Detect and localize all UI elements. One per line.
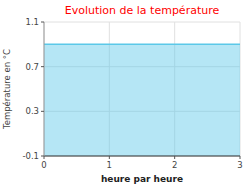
y-tick-label: 1.1 [25, 17, 39, 27]
x-tick [240, 156, 241, 159]
y-axis-label: Température en °C [2, 49, 12, 130]
line [44, 44, 240, 46]
chart-svg: 0 1 2 3 -0.1 0.3 0.7 1.1 Evolution de la tempéra… [0, 0, 250, 188]
x-tick [174, 156, 175, 159]
x-grid-line [44, 22, 45, 156]
x-tick-label: 1 [107, 160, 112, 170]
axes: 0 1 2 3 -0.1 0.3 0.7 1.1 [22, 17, 242, 170]
y-tick [41, 156, 44, 157]
y-tick-label: 0.3 [25, 106, 39, 116]
title: Evolution de la température [65, 4, 220, 17]
chart-container: 0 1 2 3 -0.1 0.3 0.7 1.1 Evolution de la tempéra… [0, 0, 250, 188]
x-tick-label: 3 [237, 160, 242, 170]
y-tick-label: 0.7 [25, 62, 39, 72]
y-grid-line [44, 156, 240, 157]
x-tick-label: 2 [172, 160, 177, 170]
grid [44, 22, 240, 156]
y-tick [41, 22, 44, 23]
y-tick [41, 66, 44, 67]
x-axis-line [44, 156, 240, 157]
area [44, 44, 240, 156]
x-tick [109, 156, 110, 159]
y-tick [41, 111, 44, 112]
y-grid-line [44, 22, 240, 23]
plot-area [44, 44, 240, 156]
y-tick-label: -0.1 [22, 151, 39, 161]
y-axis-line [44, 22, 45, 156]
x-tick-label: 0 [41, 160, 46, 170]
x-axis-label: heure par heure [101, 174, 183, 184]
